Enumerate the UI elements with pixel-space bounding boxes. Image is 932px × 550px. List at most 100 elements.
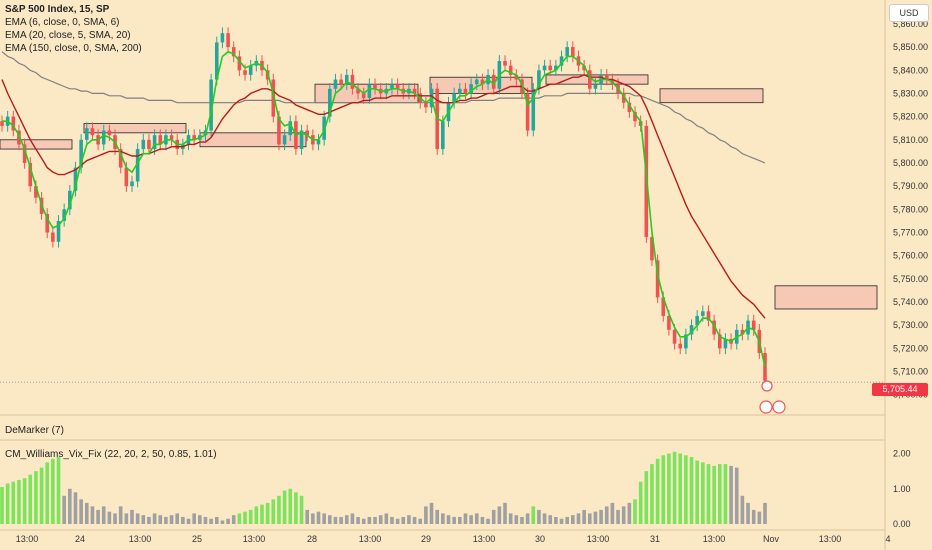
demarker-label[interactable]: DeMarker (7) [5, 425, 64, 436]
vix-bar [361, 518, 366, 524]
y-tick-label: 5,840.00 [893, 65, 928, 75]
vix-bar [384, 513, 389, 524]
candle-body [503, 60, 507, 66]
candle-body [763, 353, 767, 381]
vix-bar [344, 515, 349, 524]
candle-body [390, 84, 394, 89]
currency-badge[interactable]: USD [889, 4, 929, 22]
vix-bar [5, 483, 10, 524]
candle-body [282, 135, 287, 145]
vix-bar [576, 513, 581, 524]
vix-bar [650, 464, 654, 524]
y-tick-label: 5,760.00 [893, 251, 928, 261]
candle-body [712, 320, 716, 335]
candle-body [525, 93, 530, 131]
x-tick-label: 13:00 [587, 534, 610, 544]
vix-bar [265, 502, 270, 524]
vix-bar [712, 465, 716, 524]
y-tick-label: 5,850.00 [893, 42, 928, 52]
y-tick-label: 5,750.00 [893, 274, 928, 284]
candle-body [740, 329, 745, 335]
vix-bar [474, 513, 479, 524]
x-tick-label: 25 [192, 534, 202, 544]
y-tick-label: 5,780.00 [893, 204, 928, 214]
vix-bar [169, 515, 174, 524]
vix-bar [231, 515, 236, 524]
vix-bar [243, 511, 247, 524]
vix-bar [429, 502, 434, 524]
vix-bar [79, 499, 83, 524]
vix-bar [73, 492, 78, 524]
candle-body [124, 167, 129, 187]
candle-body [412, 88, 417, 94]
candle-body [73, 167, 78, 191]
vix-bar [571, 515, 575, 524]
vix-bar [452, 516, 456, 524]
vix-bar [638, 481, 643, 524]
indicator-ema-fast-label[interactable]: EMA (6, close, 0, SMA, 6) [5, 17, 120, 28]
vix-bar [587, 513, 592, 524]
vix-bar [367, 516, 372, 524]
candle-body [701, 311, 705, 316]
vix-bar [328, 515, 332, 524]
vix-bar [621, 506, 626, 524]
vix-bar [395, 518, 400, 524]
vix-bar [11, 481, 16, 524]
supply-demand-zone [83, 123, 187, 134]
vix-bar [220, 520, 225, 524]
candle-body [367, 84, 372, 99]
x-tick-label: 24 [75, 534, 85, 544]
vix-bar [407, 515, 411, 524]
candle-body [356, 88, 360, 94]
indicator-ema-mid-label[interactable]: EMA (20, close, 5, SMA, 20) [5, 30, 131, 41]
candle-body [147, 139, 151, 150]
vix-bar [305, 509, 309, 524]
vix-bar [124, 513, 129, 524]
vix-bar [130, 509, 134, 524]
candle-body [68, 190, 72, 210]
candle-body [684, 334, 688, 349]
candle-body [723, 339, 728, 349]
candle-body [237, 56, 242, 71]
vix-bar [542, 513, 547, 524]
candle-body [79, 139, 83, 168]
y-tick-label: 5,720.00 [893, 343, 928, 353]
candle-body [192, 135, 196, 140]
candle-body [458, 88, 462, 94]
y-tick-label: 5,830.00 [893, 88, 928, 98]
y-tick-label: 5,810.00 [893, 135, 928, 145]
candle-body [695, 315, 699, 326]
candle-body [45, 213, 50, 233]
candle-body [226, 33, 230, 48]
vix-bar [763, 502, 767, 524]
vix-bar [186, 518, 191, 524]
vix-y-tick-label: 0.00 [893, 519, 911, 529]
x-tick-label: 13:00 [129, 534, 152, 544]
vix-bar [469, 515, 473, 524]
symbol-title[interactable]: S&P 500 Index, 15, SP [5, 4, 110, 15]
vix-bar [141, 515, 146, 524]
vix-bar [226, 518, 230, 524]
vix-bar [198, 515, 202, 524]
candle-body [209, 79, 213, 131]
candle-body [62, 209, 66, 221]
legend-block: S&P 500 Index, 15, SP EMA (6, close, 0, … [5, 3, 142, 55]
vix-bar [548, 515, 553, 524]
candle-body [271, 79, 276, 117]
vix-bar [446, 515, 451, 524]
vix-bar [22, 478, 27, 524]
vix-bar [192, 513, 196, 524]
vix-bar [113, 513, 117, 524]
candle-body [661, 297, 666, 316]
vix-bar [458, 516, 462, 524]
vix-bar [672, 451, 677, 524]
candle-body [51, 232, 55, 242]
candle-body [107, 130, 112, 136]
candle-body [339, 79, 343, 85]
indicator-ema-slow-label[interactable]: EMA (150, close, 0, SMA, 200) [5, 43, 142, 54]
vix-fix-label[interactable]: CM_Williams_Vix_Fix (22, 20, 2, 50, 0.85… [5, 449, 217, 460]
candle-body [316, 139, 321, 145]
candle-body [101, 130, 106, 145]
candle-body [288, 121, 293, 136]
